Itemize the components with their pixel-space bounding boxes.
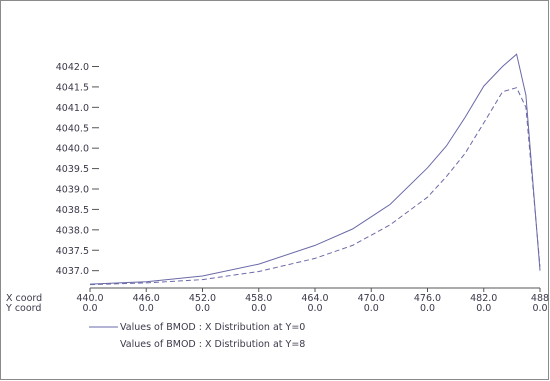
x-tick-label: 488 <box>531 293 549 304</box>
y-coord-value: 0.0 <box>420 303 435 314</box>
series-layer <box>89 53 541 286</box>
y-coord-value: 0.0 <box>195 303 210 314</box>
x-tick-label: 452.0 <box>189 293 216 304</box>
legend-label-y8: Values of BMOD : X Distribution at Y=8 <box>120 339 305 350</box>
x-tick-label: 458.0 <box>245 293 272 304</box>
y-coord-value: 0.0 <box>82 303 97 314</box>
series-line-1 <box>89 87 541 286</box>
x-tick-label: 464.0 <box>301 293 328 304</box>
x-coord-row-label: X coord <box>6 293 42 304</box>
y-coord-row-label: Y coord <box>5 303 41 314</box>
y-tick-label: 4039.5 <box>56 164 89 175</box>
x-tick-label: 470.0 <box>358 293 385 304</box>
x-axis: X coord Y coord 440.00.0446.00.0452.00.0… <box>5 287 549 314</box>
x-tick-label: 446.0 <box>133 293 160 304</box>
series-line-0 <box>89 53 541 285</box>
y-tick-label: 4039.0 <box>56 185 89 196</box>
y-coord-value: 0.0 <box>476 303 491 314</box>
y-coord-value: 0.0 <box>364 303 379 314</box>
x-tick-label: 476.0 <box>414 293 441 304</box>
y-tick-label: 4038.5 <box>56 205 89 216</box>
y-tick-label: 4040.0 <box>56 144 89 155</box>
y-coord-value: 0.0 <box>139 303 154 314</box>
y-tick-label: 4037.5 <box>56 246 89 257</box>
y-tick-label: 4041.0 <box>56 103 89 114</box>
y-axis: 4037.0 4037.5 4038.0 4038.5 4039.0 4039.5 4040… <box>56 62 99 277</box>
y-tick-label: 4038.0 <box>56 225 89 236</box>
y-coord-value: 0.0 <box>532 303 547 314</box>
legend: Values of BMOD : X Distribution at Y=0 V… <box>89 322 305 350</box>
x-tick-label: 440.0 <box>76 293 103 304</box>
y-coord-value: 0.0 <box>251 303 266 314</box>
y-tick-label: 4041.5 <box>56 82 89 93</box>
y-tick-label: 4040.5 <box>56 123 89 134</box>
legend-label-y0: Values of BMOD : X Distribution at Y=0 <box>120 322 305 333</box>
y-tick-label: 4042.0 <box>56 62 89 73</box>
y-tick-label: 4037.0 <box>56 266 89 277</box>
y-coord-value: 0.0 <box>307 303 322 314</box>
x-tick-label: 482.0 <box>470 293 497 304</box>
